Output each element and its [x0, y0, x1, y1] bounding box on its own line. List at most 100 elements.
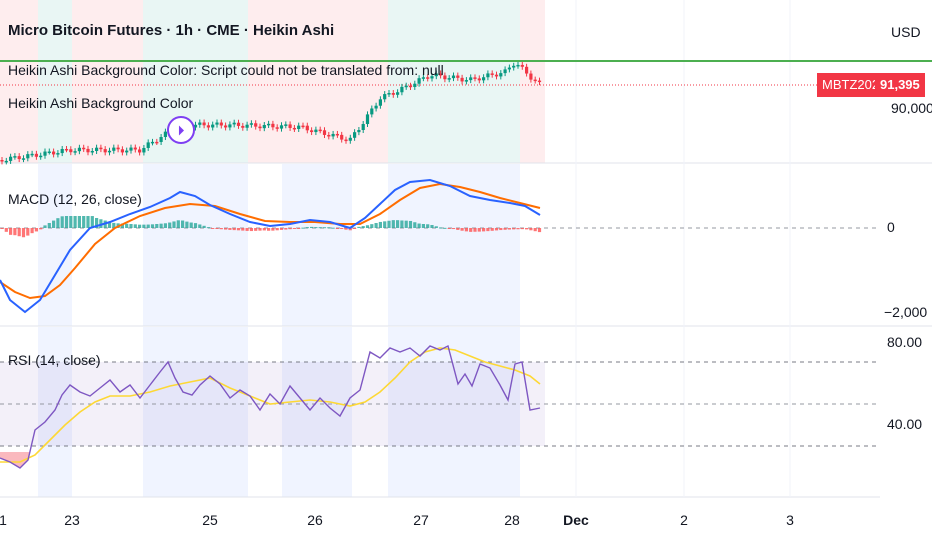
candle-body[interactable]	[267, 123, 271, 126]
candle-body[interactable]	[39, 155, 43, 158]
candle-body[interactable]	[370, 108, 374, 115]
replay-icon[interactable]: ⏵	[167, 116, 195, 144]
candle-body[interactable]	[99, 147, 103, 150]
time-axis-label[interactable]: 1	[0, 512, 7, 528]
candle-body[interactable]	[254, 123, 258, 127]
candle-body[interactable]	[288, 124, 292, 128]
candle-body[interactable]	[348, 137, 352, 141]
time-axis-label[interactable]: 28	[504, 512, 520, 528]
candle-body[interactable]	[120, 149, 124, 153]
candle-body[interactable]	[516, 64, 520, 67]
chart-title[interactable]: Micro Bitcoin Futures · 1h · CME · Heiki…	[8, 22, 335, 39]
candle-body[interactable]	[9, 156, 13, 161]
candle-body[interactable]	[64, 148, 69, 151]
candle-body[interactable]	[219, 122, 223, 126]
candle-body[interactable]	[198, 122, 202, 125]
candle-body[interactable]	[193, 124, 198, 128]
candle-body[interactable]	[17, 156, 21, 160]
heikin-ashi-candles[interactable]	[0, 61, 542, 165]
candle-body[interactable]	[284, 124, 288, 126]
candle-body[interactable]	[116, 147, 120, 150]
candle-body[interactable]	[125, 150, 129, 153]
candle-body[interactable]	[77, 147, 81, 152]
candle-body[interactable]	[464, 80, 468, 82]
candle-body[interactable]	[310, 130, 314, 133]
candle-body[interactable]	[13, 156, 17, 158]
ha-indicator-label[interactable]: Heikin Ashi Background Color	[8, 95, 194, 111]
time-axis-label[interactable]: 26	[307, 512, 323, 528]
candle-body[interactable]	[0, 160, 4, 162]
candle-body[interactable]	[305, 125, 309, 131]
candle-body[interactable]	[297, 125, 301, 129]
candle-body[interactable]	[322, 130, 327, 135]
candle-body[interactable]	[241, 125, 245, 128]
candle-body[interactable]	[426, 77, 430, 79]
time-axis-label[interactable]: Dec	[563, 512, 589, 528]
candle-body[interactable]	[404, 85, 408, 88]
candle-body[interactable]	[421, 77, 425, 79]
candle-body[interactable]	[228, 124, 232, 128]
candle-body[interactable]	[460, 77, 464, 82]
candle-body[interactable]	[396, 92, 400, 95]
macd-histogram[interactable]	[0, 216, 542, 238]
candle-body[interactable]	[314, 129, 318, 133]
candle-body[interactable]	[73, 151, 77, 153]
candle-body[interactable]	[69, 149, 73, 153]
rsi-line[interactable]	[0, 344, 541, 469]
candle-body[interactable]	[245, 124, 249, 128]
candle-body[interactable]	[353, 132, 357, 138]
candle-body[interactable]	[112, 147, 116, 151]
candle-body[interactable]	[469, 77, 473, 81]
candle-body[interactable]	[90, 150, 94, 153]
candle-body[interactable]	[82, 147, 86, 150]
candle-body[interactable]	[236, 122, 241, 126]
candle-body[interactable]	[331, 133, 335, 137]
candle-body[interactable]	[301, 125, 305, 128]
candle-body[interactable]	[258, 126, 262, 129]
candle-body[interactable]	[142, 147, 146, 153]
candle-body[interactable]	[357, 130, 361, 133]
candle-body[interactable]	[163, 131, 167, 138]
candle-body[interactable]	[215, 122, 219, 125]
candle-body[interactable]	[271, 123, 275, 128]
candle-body[interactable]	[434, 73, 438, 77]
candle-body[interactable]	[387, 93, 391, 95]
candle-body[interactable]	[52, 151, 56, 155]
macd-indicator-label[interactable]: MACD (12, 26, close)	[8, 191, 142, 207]
candle-body[interactable]	[34, 153, 38, 157]
candle-body[interactable]	[224, 125, 228, 128]
candle-body[interactable]	[335, 133, 339, 136]
macd-signal-line[interactable]	[0, 182, 541, 300]
candle-body[interactable]	[361, 124, 365, 131]
rsi-ma-line[interactable]	[0, 347, 541, 463]
candle-body[interactable]	[146, 142, 150, 148]
candle-body[interactable]	[383, 94, 387, 100]
candle-body[interactable]	[391, 93, 395, 95]
candle-body[interactable]	[30, 153, 34, 156]
candle-body[interactable]	[103, 149, 107, 153]
candle-body[interactable]	[456, 75, 460, 78]
candle-body[interactable]	[155, 141, 159, 144]
currency-selector[interactable]: USD	[891, 24, 921, 40]
candle-body[interactable]	[26, 154, 30, 159]
candle-body[interactable]	[43, 151, 47, 156]
candle-body[interactable]	[340, 134, 344, 140]
candle-body[interactable]	[520, 64, 524, 67]
candle-body[interactable]	[56, 153, 60, 155]
candle-body[interactable]	[378, 99, 382, 106]
candle-body[interactable]	[408, 85, 413, 88]
candle-body[interactable]	[413, 83, 417, 87]
candle-body[interactable]	[159, 137, 163, 142]
candle-body[interactable]	[206, 125, 210, 128]
candle-body[interactable]	[95, 147, 99, 151]
candle-body[interactable]	[262, 125, 266, 129]
candle-body[interactable]	[494, 74, 499, 77]
candle-body[interactable]	[507, 67, 511, 70]
candle-body[interactable]	[133, 147, 137, 150]
candle-body[interactable]	[430, 76, 434, 79]
candle-body[interactable]	[86, 148, 90, 153]
candle-body[interactable]	[537, 80, 542, 83]
candle-body[interactable]	[512, 65, 516, 68]
candle-body[interactable]	[499, 73, 503, 77]
